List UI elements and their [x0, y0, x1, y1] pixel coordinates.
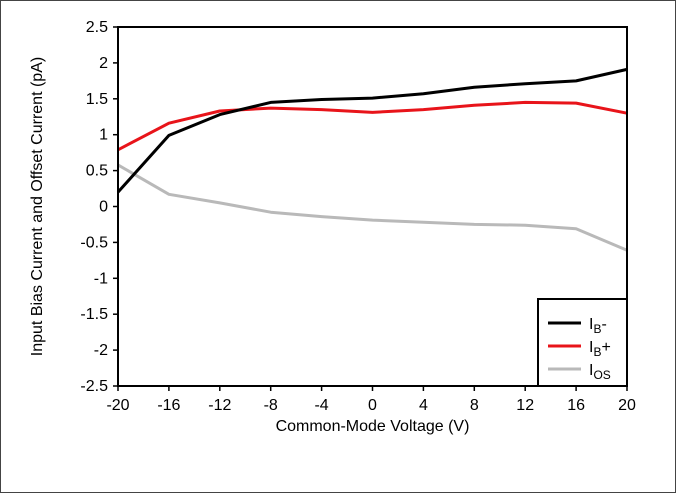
y-tick-label: -1.5 [80, 306, 108, 323]
x-tick-label: 0 [368, 397, 377, 414]
x-tick-label: 8 [470, 397, 479, 414]
x-tick-label: -16 [157, 397, 180, 414]
series-line-ib [117, 100, 628, 152]
y-tick-label: 0 [99, 199, 108, 216]
series-group [116, 67, 628, 252]
legend-label: IOS [589, 362, 611, 382]
y-tick-label: 1 [99, 127, 108, 144]
y-tick-label: -2.5 [80, 378, 108, 395]
legend-label: IB+ [589, 339, 611, 359]
series-line-ios [117, 163, 628, 252]
y-tick-label: 2.5 [86, 19, 108, 36]
y-tick-label: 2 [99, 55, 108, 72]
x-tick-label: 20 [618, 397, 636, 414]
x-tick-label: 4 [419, 397, 428, 414]
x-tick-label: -20 [106, 397, 129, 414]
x-tick-label: -8 [264, 397, 278, 414]
legend-label: IB- [589, 316, 607, 336]
axes-group: -20 -16 -12 -8 -4 0 4 8 12 16 20-2.5-2-1.5-1-0.500… [80, 19, 636, 414]
x-axis-label: Common-Mode Voltage (V) [276, 418, 470, 435]
y-tick-label: -2 [94, 342, 108, 359]
x-tick-label: -12 [208, 397, 231, 414]
x-tick-label: 12 [516, 397, 534, 414]
y-tick-label: 0.5 [86, 163, 108, 180]
series-line-ib [116, 67, 628, 194]
y-tick-label: -1 [94, 270, 108, 287]
x-tick-label: -4 [314, 397, 328, 414]
x-tick-label: 16 [567, 397, 585, 414]
legend-box [537, 298, 628, 387]
y-tick-label: -0.5 [80, 234, 108, 251]
y-tick-label: 1.5 [86, 91, 108, 108]
y-axis-label: Input Bias Current and Offset Current (p… [29, 57, 46, 356]
legend: IB- IB+ IOS [537, 298, 628, 387]
